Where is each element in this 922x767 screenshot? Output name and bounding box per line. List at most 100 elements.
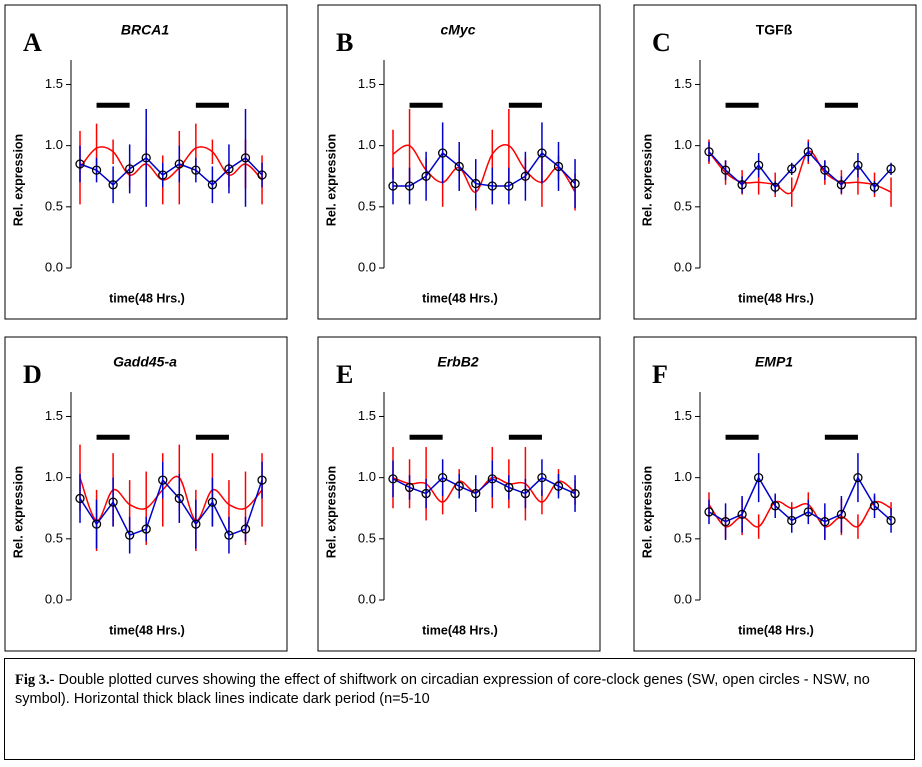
marker bbox=[720, 517, 731, 527]
panel-frame bbox=[633, 336, 917, 652]
marker bbox=[770, 501, 780, 511]
marker bbox=[174, 159, 184, 169]
marker bbox=[471, 178, 481, 189]
marker bbox=[553, 481, 564, 491]
y-tick-label: 1.0 bbox=[358, 137, 376, 152]
y-axis-label: Rel. expression bbox=[640, 466, 654, 558]
y-tick-label: 1.5 bbox=[45, 408, 63, 423]
marker bbox=[141, 153, 151, 163]
marker bbox=[886, 164, 896, 174]
marker bbox=[125, 164, 135, 174]
marker bbox=[487, 181, 497, 191]
marker bbox=[820, 517, 830, 527]
x-axis-label: time(48 Hrs.) bbox=[738, 623, 814, 637]
marker bbox=[803, 147, 813, 157]
y-tick-label: 0.5 bbox=[358, 530, 376, 545]
marker bbox=[125, 530, 135, 540]
marker bbox=[787, 164, 797, 174]
marker bbox=[388, 474, 398, 484]
marker bbox=[570, 178, 580, 189]
marker bbox=[257, 170, 267, 180]
figure: A BRCA1 Rel. expression time(48 Hrs.) 0.0 0.5… bbox=[4, 4, 917, 652]
panel-title: EMP1 bbox=[755, 354, 793, 370]
marker bbox=[886, 515, 896, 526]
marker bbox=[257, 475, 267, 485]
marker bbox=[770, 182, 780, 192]
marker bbox=[438, 148, 448, 158]
panel-frame bbox=[317, 336, 601, 652]
marker bbox=[207, 180, 218, 190]
marker bbox=[158, 475, 168, 485]
marker bbox=[520, 171, 531, 181]
marker bbox=[720, 165, 731, 175]
marker bbox=[537, 472, 547, 483]
marker bbox=[520, 488, 531, 499]
panel-frame bbox=[633, 4, 917, 320]
y-tick-label: 0.5 bbox=[45, 530, 63, 545]
marker bbox=[191, 165, 201, 175]
x-axis-label: time(48 Hrs.) bbox=[738, 291, 814, 305]
y-tick-label: 0.0 bbox=[45, 259, 63, 274]
marker bbox=[75, 159, 85, 169]
series-line bbox=[392, 476, 576, 495]
marker bbox=[869, 501, 880, 511]
marker bbox=[421, 171, 431, 181]
marker bbox=[836, 180, 847, 190]
y-tick-label: 1.0 bbox=[358, 469, 376, 484]
panel: D Gadd45-a Rel. expression time(48 Hrs.) 0.0… bbox=[4, 336, 288, 652]
panel-title: Gadd45-a bbox=[113, 354, 177, 370]
marker bbox=[158, 170, 168, 180]
panel-letter: A bbox=[23, 28, 42, 57]
series-line bbox=[79, 475, 263, 522]
panel-title: cMyc bbox=[440, 22, 475, 38]
marker bbox=[537, 148, 547, 158]
panel-title: ErbB2 bbox=[437, 354, 478, 370]
y-tick-label: 1.5 bbox=[674, 76, 692, 91]
panel: F EMP1 Rel. expression time(48 Hrs.) 0.0 0.5 1… bbox=[633, 336, 917, 652]
marker bbox=[570, 488, 580, 499]
y-tick-label: 0.5 bbox=[45, 198, 63, 213]
marker bbox=[404, 181, 415, 191]
caption: Fig 3.- Double plotted curves showing th… bbox=[4, 658, 915, 760]
marker bbox=[91, 519, 102, 529]
panel-frame bbox=[317, 4, 601, 320]
marker bbox=[704, 507, 714, 517]
panel-letter: F bbox=[652, 360, 668, 389]
panel-letter: C bbox=[652, 28, 671, 57]
series-line bbox=[392, 144, 576, 193]
x-axis-label: time(48 Hrs.) bbox=[109, 291, 185, 305]
marker bbox=[504, 181, 514, 191]
series-line bbox=[79, 156, 263, 186]
panel: A BRCA1 Rel. expression time(48 Hrs.) 0.0 0.5… bbox=[4, 4, 288, 320]
y-tick-label: 1.5 bbox=[45, 76, 63, 91]
y-tick-label: 0.0 bbox=[358, 591, 376, 606]
marker bbox=[240, 153, 251, 163]
marker bbox=[91, 165, 102, 175]
marker bbox=[853, 472, 863, 483]
panel-frame bbox=[4, 4, 288, 320]
series-line bbox=[79, 146, 263, 181]
panel: C TGFß Rel. expression time(48 Hrs.) 0.0 0.5 1… bbox=[633, 4, 917, 320]
marker bbox=[803, 507, 813, 517]
series-line bbox=[393, 151, 576, 187]
marker bbox=[836, 509, 847, 520]
marker bbox=[820, 165, 830, 175]
y-tick-label: 1.5 bbox=[358, 408, 376, 423]
marker bbox=[224, 164, 234, 174]
marker bbox=[108, 497, 118, 507]
x-axis-label: time(48 Hrs.) bbox=[109, 623, 185, 637]
marker bbox=[787, 515, 797, 526]
marker bbox=[553, 161, 564, 172]
marker bbox=[471, 488, 481, 499]
y-axis-label: Rel. expression bbox=[640, 134, 654, 226]
y-tick-label: 0.5 bbox=[674, 198, 692, 213]
panel-letter: B bbox=[336, 28, 353, 57]
marker bbox=[75, 493, 85, 504]
y-axis-label: Rel. expression bbox=[324, 466, 338, 558]
panel-title: BRCA1 bbox=[121, 22, 169, 38]
marker bbox=[207, 497, 218, 507]
marker bbox=[141, 524, 151, 534]
y-tick-label: 0.0 bbox=[358, 259, 376, 274]
